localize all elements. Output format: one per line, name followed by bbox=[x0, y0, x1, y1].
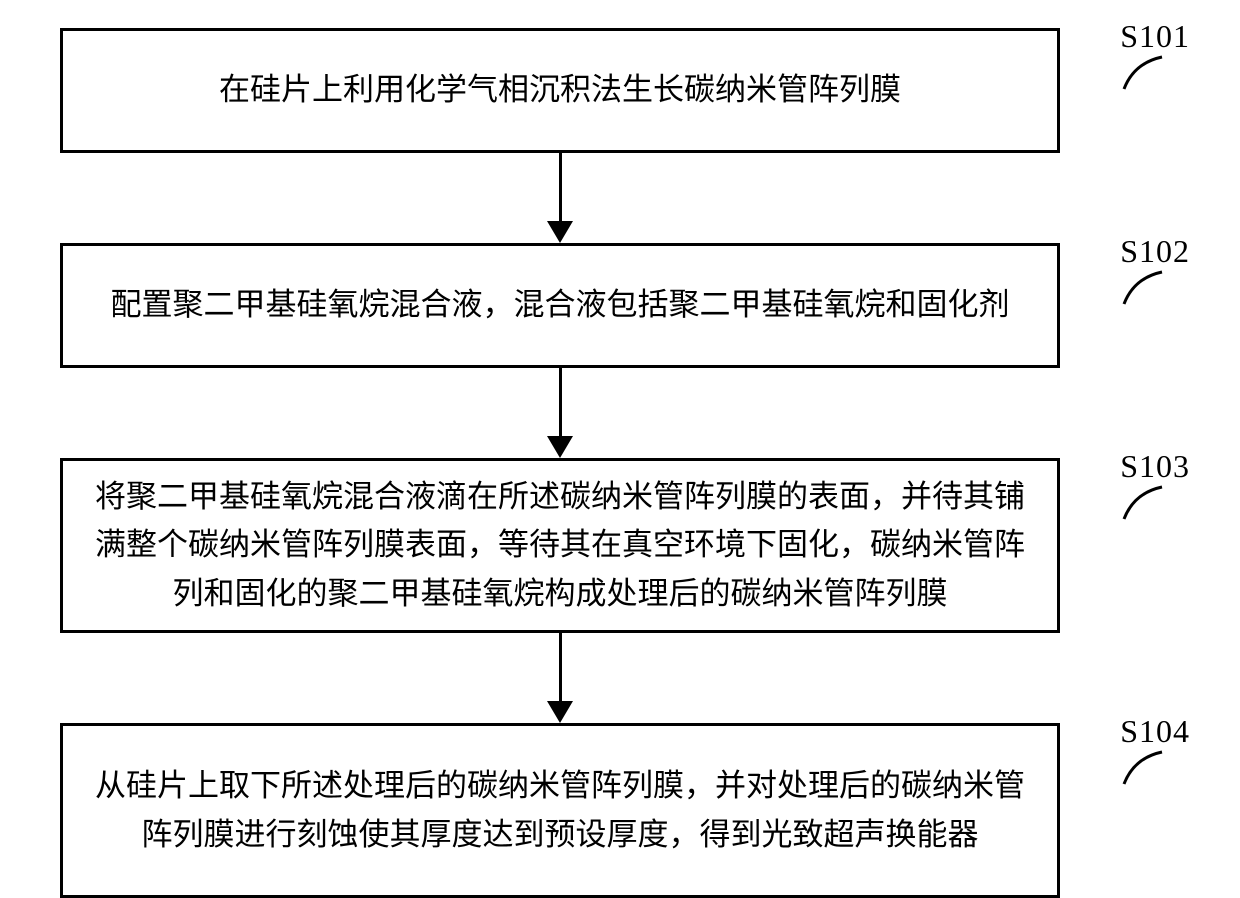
step-1: 在硅片上利用化学气相沉积法生长碳纳米管阵列膜 S101 bbox=[60, 28, 1180, 153]
arrow-2 bbox=[547, 368, 573, 458]
step-2-label: S102 bbox=[1120, 233, 1190, 270]
step-2-label-wrap: S102 bbox=[1120, 233, 1190, 306]
step-4-curve-icon bbox=[1120, 750, 1164, 786]
flowchart-container: 在硅片上利用化学气相沉积法生长碳纳米管阵列膜 S101 配置聚二甲基硅氧烷混合液… bbox=[60, 28, 1180, 898]
step-4: 从硅片上取下所述处理后的碳纳米管阵列膜，并对处理后的碳纳米管阵列膜进行刻蚀使其厚… bbox=[60, 723, 1180, 898]
step-3-box: 将聚二甲基硅氧烷混合液滴在所述碳纳米管阵列膜的表面，并待其铺满整个碳纳米管阵列膜… bbox=[60, 458, 1060, 633]
arrow-1 bbox=[547, 153, 573, 243]
step-1-text: 在硅片上利用化学气相沉积法生长碳纳米管阵列膜 bbox=[219, 66, 901, 114]
step-1-box: 在硅片上利用化学气相沉积法生长碳纳米管阵列膜 bbox=[60, 28, 1060, 153]
step-3-curve-icon bbox=[1120, 485, 1164, 521]
step-3-label-wrap: S103 bbox=[1120, 448, 1190, 521]
step-2-text: 配置聚二甲基硅氧烷混合液，混合液包括聚二甲基硅氧烷和固化剂 bbox=[111, 281, 1010, 329]
step-4-text: 从硅片上取下所述处理后的碳纳米管阵列膜，并对处理后的碳纳米管阵列膜进行刻蚀使其厚… bbox=[91, 762, 1029, 858]
step-4-box: 从硅片上取下所述处理后的碳纳米管阵列膜，并对处理后的碳纳米管阵列膜进行刻蚀使其厚… bbox=[60, 723, 1060, 898]
step-3: 将聚二甲基硅氧烷混合液滴在所述碳纳米管阵列膜的表面，并待其铺满整个碳纳米管阵列膜… bbox=[60, 458, 1180, 633]
arrow-3-head-icon bbox=[547, 701, 573, 723]
arrow-3-line bbox=[559, 633, 562, 701]
step-2-curve-icon bbox=[1120, 270, 1164, 306]
step-1-label-wrap: S101 bbox=[1120, 18, 1190, 91]
step-3-text: 将聚二甲基硅氧烷混合液滴在所述碳纳米管阵列膜的表面，并待其铺满整个碳纳米管阵列膜… bbox=[91, 473, 1029, 617]
step-4-label-wrap: S104 bbox=[1120, 713, 1190, 786]
arrow-3 bbox=[547, 633, 573, 723]
step-3-label: S103 bbox=[1120, 448, 1190, 485]
arrow-2-line bbox=[559, 368, 562, 436]
arrow-2-head-icon bbox=[547, 436, 573, 458]
step-1-curve-icon bbox=[1120, 55, 1164, 91]
step-2: 配置聚二甲基硅氧烷混合液，混合液包括聚二甲基硅氧烷和固化剂 S102 bbox=[60, 243, 1180, 368]
arrow-1-head-icon bbox=[547, 221, 573, 243]
arrow-1-line bbox=[559, 153, 562, 221]
step-2-box: 配置聚二甲基硅氧烷混合液，混合液包括聚二甲基硅氧烷和固化剂 bbox=[60, 243, 1060, 368]
step-1-label: S101 bbox=[1120, 18, 1190, 55]
step-4-label: S104 bbox=[1120, 713, 1190, 750]
